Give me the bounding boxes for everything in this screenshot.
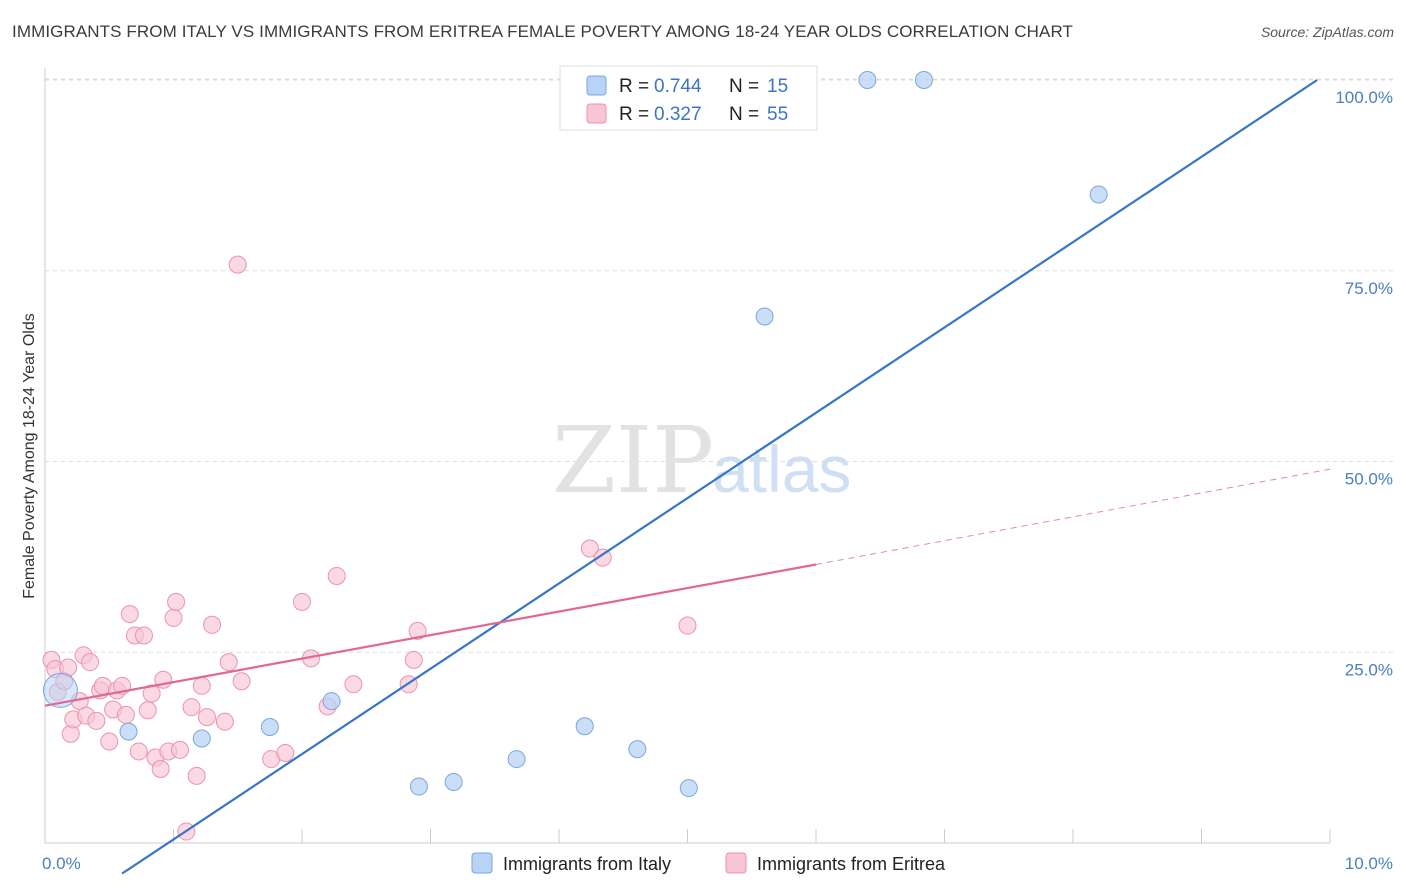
legend-swatch-italy [586, 75, 607, 96]
eritrea-point-19 [120, 605, 139, 624]
eritrea-point-24 [142, 684, 161, 703]
eritrea-point-48 [344, 675, 363, 694]
correlation-legend: R = 0.744 N = 15 R = 0.327 N = 55 [559, 65, 818, 131]
series-legend-label-italy: Immigrants from Italy [503, 854, 671, 874]
y-tick-label-0: 25.0% [1345, 660, 1393, 679]
italy-point-3 [260, 718, 279, 737]
eritrea-point-35 [192, 676, 211, 695]
italy-point-11 [755, 307, 774, 326]
eritrea-point-41 [232, 672, 251, 691]
eritrea-point-40 [228, 255, 247, 274]
italy-point-12 [858, 71, 877, 89]
italy-point-4 [322, 692, 341, 711]
italy-point-13 [914, 71, 933, 89]
eritrea-point-43 [276, 743, 295, 762]
y-axis-title: Female Poverty Among 18-24 Year Olds [21, 313, 38, 599]
italy-point-7 [507, 750, 526, 769]
eritrea-point-30 [167, 592, 186, 611]
italy-point-10 [679, 779, 698, 798]
y-tick-labels: 25.0% 50.0% 75.0% 100.0% [1335, 88, 1393, 679]
eritrea-point-11 [87, 711, 106, 730]
eritrea-point-26 [151, 759, 170, 778]
eritrea-point-54 [678, 616, 697, 635]
y-tick-label-2: 75.0% [1345, 279, 1393, 298]
italy-points [42, 71, 1108, 798]
eritrea-point-44 [293, 592, 311, 611]
eritrea-point-23 [138, 701, 157, 720]
legend-r-label-eritrea: R = [619, 104, 649, 125]
eritrea-trend-line [44, 563, 817, 707]
legend-n-label-eritrea: N = [729, 104, 759, 125]
eritrea-point-37 [203, 615, 222, 634]
series-legend-swatch-italy [471, 852, 493, 874]
legend-n-italy: 15 [767, 76, 788, 97]
eritrea-point-29 [164, 608, 183, 627]
italy-point-1 [119, 722, 138, 741]
series-legend-swatch-eritrea [725, 852, 747, 874]
legend-n-label-italy: N = [729, 76, 759, 97]
italy-point-6 [444, 772, 463, 791]
legend-swatch-eritrea [586, 103, 607, 124]
trend-lines [44, 79, 1331, 875]
eritrea-point-52 [580, 539, 599, 558]
eritrea-points [42, 255, 697, 841]
legend-n-eritrea: 55 [767, 104, 788, 125]
watermark-zip: ZIP [552, 407, 714, 514]
eritrea-point-22 [134, 626, 153, 645]
source-label: Source: ZipAtlas.com [1260, 24, 1394, 40]
italy-point-5 [409, 777, 428, 796]
eritrea-point-53 [593, 548, 612, 567]
legend-r-eritrea: 0.327 [654, 104, 702, 125]
eritrea-trend-extension [815, 468, 1331, 565]
italy-point-9 [628, 740, 647, 759]
italy-point-8 [575, 717, 594, 736]
italy-point-14 [1089, 185, 1108, 204]
eritrea-point-47 [327, 566, 346, 585]
legend-r-label-italy: R = [619, 76, 649, 97]
eritrea-point-33 [182, 698, 201, 717]
eritrea-point-36 [197, 708, 216, 727]
eritrea-point-10 [80, 653, 99, 672]
series-legend: Immigrants from Italy Immigrants from Er… [471, 852, 946, 874]
x-tick-labels: 0.0% 10.0% [42, 854, 1393, 873]
series-legend-label-eritrea: Immigrants from Eritrea [757, 854, 946, 874]
eritrea-point-18 [116, 705, 135, 724]
eritrea-point-31 [170, 740, 189, 759]
axes [44, 68, 1331, 844]
chart-title: IMMIGRANTS FROM ITALY VS IMMIGRANTS FROM… [12, 22, 1074, 41]
eritrea-point-50 [404, 650, 423, 669]
y-tick-label-1: 50.0% [1345, 470, 1393, 489]
eritrea-point-38 [215, 712, 234, 731]
legend-r-italy: 0.744 [654, 76, 702, 97]
eritrea-point-21 [129, 742, 148, 761]
x-tick-label-max: 10.0% [1345, 854, 1393, 873]
eritrea-point-34 [187, 766, 206, 785]
eritrea-point-39 [219, 653, 238, 672]
y-tick-label-3: 100.0% [1335, 88, 1393, 107]
eritrea-point-14 [100, 732, 119, 751]
italy-point-2 [192, 729, 211, 748]
watermark-atlas: atlas [712, 432, 851, 506]
eritrea-point-51 [408, 621, 427, 640]
watermark: ZIP atlas [552, 407, 851, 514]
italy-trend-line [121, 79, 1318, 875]
x-tick-label-min: 0.0% [42, 854, 81, 873]
italy-point-0 [42, 672, 78, 708]
